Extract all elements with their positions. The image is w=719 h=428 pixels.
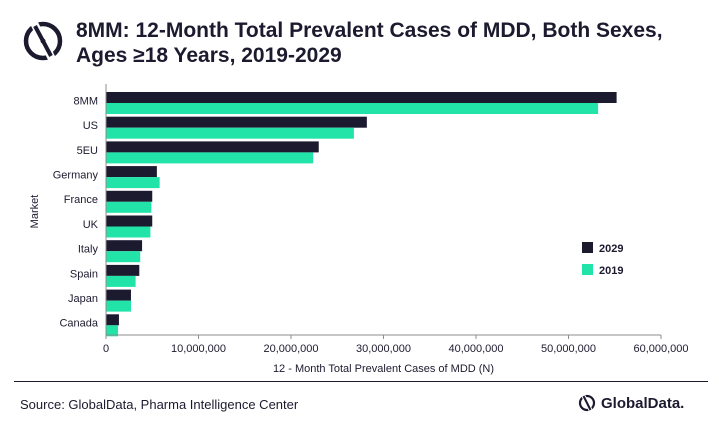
bar-2019-spain [106,275,136,287]
brand-logo: GlobalData. [577,393,684,413]
x-tick-label: 0 [103,343,109,355]
source-note: Source: GlobalData, Pharma Intelligence … [20,397,299,412]
bar-2019-uk [106,226,151,238]
y-tick-label: Japan [68,293,98,305]
legend-swatch-2029 [582,242,593,253]
bar-2029-8mm [106,92,617,103]
bar-2029-italy [106,240,143,252]
title-line-1: 8MM: 12-Month Total Prevalent Cases of M… [76,19,663,42]
x-tick-label: 10,000,000 [171,343,226,355]
y-tick-label: US [83,120,98,132]
bar-2019-germany [106,177,160,189]
y-tick-label: UK [83,219,99,231]
y-tick-label: 5EU [77,145,98,157]
bar-2019-france [106,201,152,213]
x-tick-label: 30,000,000 [356,343,411,355]
bar-2019-5eu [106,152,314,164]
y-axis-title: Market [29,195,41,229]
bar-2019-canada [106,325,119,337]
brand-name: GlobalData. [601,394,685,412]
bar-2029-spain [106,264,140,276]
y-tick-label: Germany [53,169,99,181]
page-title: 8MM: 12-Month Total Prevalent Cases of M… [76,18,676,68]
legend-swatch-2019 [582,264,593,275]
x-tick-label: 60,000,000 [633,343,688,355]
y-tick-label: Spain [70,268,98,280]
bar-2029-france [106,190,153,202]
x-tick-label: 20,000,000 [263,343,318,355]
x-tick-label: 50,000,000 [541,343,596,355]
y-tick-label: Canada [59,318,98,330]
x-axis-title: 12 - Month Total Prevalent Cases of MDD … [273,363,494,375]
legend-label-2029: 2029 [599,243,623,255]
bar-2029-uk [106,215,153,227]
bar-2029-germany [106,166,157,178]
globaldata-logo-icon [23,21,63,61]
legend-label-2019: 2019 [599,265,623,277]
bar-2029-us [106,116,367,128]
footer-divider [14,381,708,382]
x-tick-label: 40,000,000 [448,343,503,355]
bar-2029-japan [106,289,131,301]
bar-2019-japan [106,300,131,312]
title-line-2: Ages ≥18 Years, 2019-2029 [76,44,342,67]
y-tick-label: France [64,194,98,206]
bar-2029-5eu [106,141,319,153]
bar-2029-canada [106,314,119,326]
y-tick-label: 8MM [74,95,98,107]
bar-2019-italy [106,251,141,263]
y-tick-label: Italy [78,244,99,256]
globaldata-small-icon [578,394,596,412]
bar-2019-us [106,127,354,139]
bar-2019-8mm [106,103,599,114]
